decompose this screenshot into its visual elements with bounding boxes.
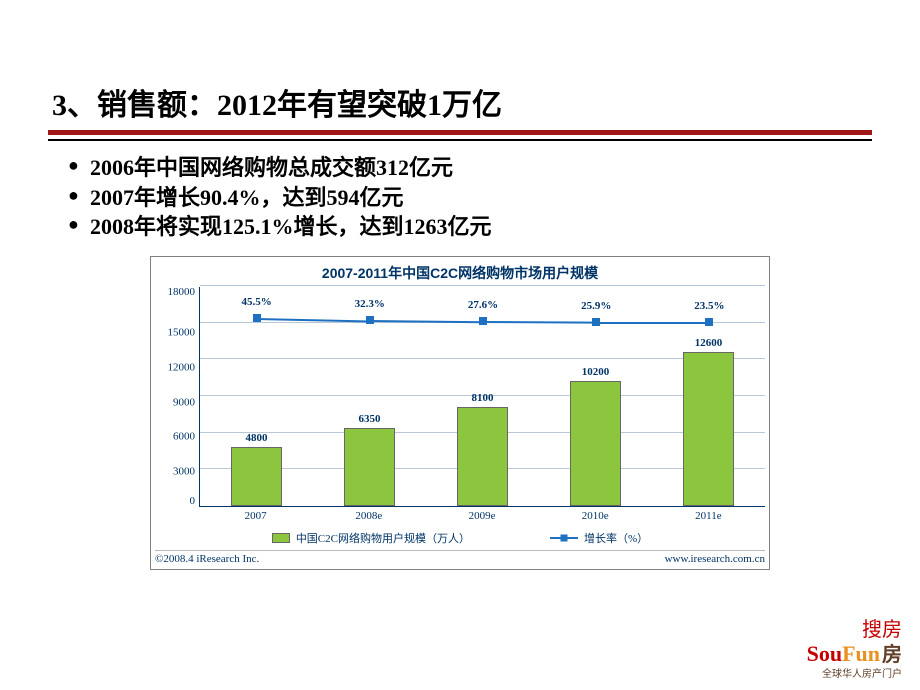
legend-bar: 中国C2C网络购物用户规模（万人）	[272, 530, 470, 546]
bar-label: 12600	[695, 337, 723, 349]
logo-sou: Sou	[807, 641, 842, 666]
y-tick: 6000	[173, 432, 195, 443]
soufun-logo: 搜房 SouFun房 全球华人房产门户	[807, 622, 902, 680]
line-segment	[596, 322, 709, 324]
y-tick: 0	[190, 496, 196, 507]
x-label: 2009e	[425, 510, 538, 522]
bar-label: 6350	[359, 413, 381, 425]
bar	[683, 352, 734, 506]
bar-label: 4800	[246, 432, 268, 444]
line-marker	[705, 318, 713, 326]
bar-label: 8100	[472, 392, 494, 404]
x-axis: 2007 2008e 2009e 2010e 2011e	[199, 510, 765, 522]
bar	[344, 428, 395, 506]
pct-label: 45.5%	[241, 296, 271, 308]
legend-line: 增长率（%）	[550, 530, 648, 546]
bar-label: 10200	[582, 366, 610, 378]
pct-label: 25.9%	[581, 300, 611, 312]
bullet-item: 2008年将实现125.1%增长，达到1263亿元	[68, 212, 872, 242]
pct-label: 32.3%	[355, 298, 385, 310]
logo-tagline: 全球华人房产门户	[807, 665, 902, 680]
footer-left: ©2008.4 iResearch Inc.	[155, 553, 259, 565]
bullet-item: 2007年增长90.4%，达到594亿元	[68, 183, 872, 213]
gridline	[200, 358, 765, 359]
y-tick: 18000	[168, 287, 196, 298]
y-tick: 3000	[173, 467, 195, 478]
chart-title: 2007-2011年中国C2C网络购物市场用户规模	[155, 263, 765, 283]
legend-bar-label: 中国C2C网络购物用户规模（万人）	[296, 530, 470, 546]
bullet-item: 2006年中国网络购物总成交额312亿元	[68, 153, 872, 183]
logo-suffix: 房	[882, 644, 902, 666]
bar	[570, 381, 621, 506]
y-tick: 9000	[173, 397, 195, 408]
line-marker	[479, 317, 487, 325]
x-label: 2010e	[539, 510, 652, 522]
x-label: 2008e	[312, 510, 425, 522]
legend-bar-swatch	[272, 533, 290, 543]
footer-right: www.iresearch.com.cn	[665, 553, 765, 565]
logo-latin: SouFun房	[807, 638, 902, 667]
bullet-list: 2006年中国网络购物总成交额312亿元 2007年增长90.4%，达到594亿…	[48, 153, 872, 242]
line-marker	[366, 316, 374, 324]
slide-title: 3、销售额：2012年有望突破1万亿	[48, 80, 872, 124]
chart-legend: 中国C2C网络购物用户规模（万人） 增长率（%）	[155, 530, 765, 546]
logo-chinese: 搜房	[807, 622, 902, 638]
y-tick: 15000	[168, 327, 196, 338]
plot-wrap: 18000 15000 12000 9000 6000 3000 0 4800 6…	[155, 287, 765, 507]
title-underline	[48, 130, 872, 135]
title-thin-line	[48, 139, 872, 141]
pct-label: 23.5%	[694, 300, 724, 312]
gridline	[200, 285, 765, 286]
legend-line-swatch	[550, 537, 578, 539]
chart-container: 2007-2011年中国C2C网络购物市场用户规模 18000 15000 12…	[150, 256, 770, 570]
legend-line-label: 增长率（%）	[584, 530, 648, 546]
line-marker	[253, 314, 261, 322]
x-label: 2007	[199, 510, 312, 522]
bar	[231, 447, 282, 506]
logo-fun: Fun	[842, 641, 880, 666]
bar	[457, 407, 508, 506]
chart-footer: ©2008.4 iResearch Inc. www.iresearch.com…	[155, 550, 765, 565]
pct-label: 27.6%	[468, 299, 498, 311]
y-tick: 12000	[168, 362, 196, 373]
line-segment	[483, 321, 596, 324]
slide: 3、销售额：2012年有望突破1万亿 2006年中国网络购物总成交额312亿元 …	[0, 0, 920, 690]
line-segment	[370, 320, 483, 323]
plot-area: 4800 6350 8100 10200 12600 45.5% 32.3% 27.6% 25.…	[199, 287, 765, 507]
y-axis: 18000 15000 12000 9000 6000 3000 0	[155, 287, 199, 507]
x-label: 2011e	[652, 510, 765, 522]
line-marker	[592, 318, 600, 326]
